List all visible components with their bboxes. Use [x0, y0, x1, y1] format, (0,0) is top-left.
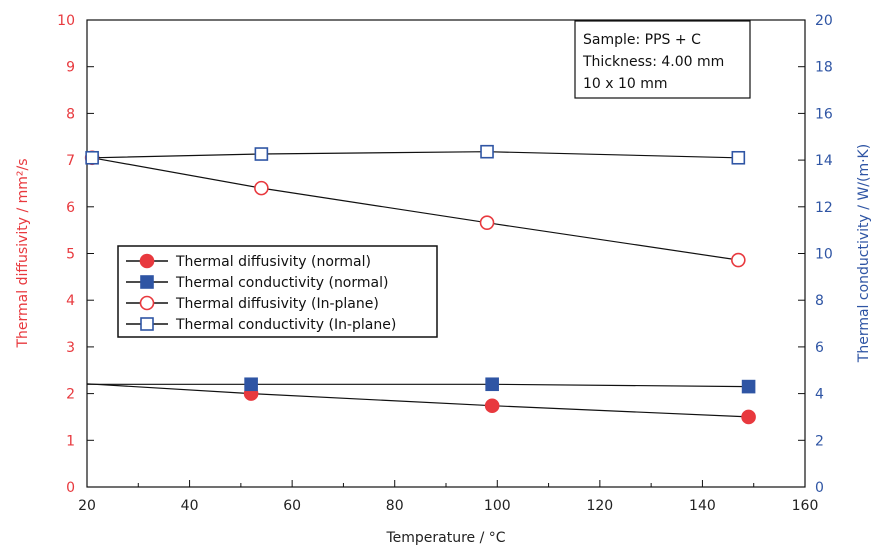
left-tick-label: 8: [66, 106, 75, 122]
x-tick-label: 100: [484, 498, 511, 514]
series-1: [87, 377, 756, 394]
right-tick-label: 4: [815, 387, 824, 403]
left-tick-label: 2: [66, 387, 75, 403]
sample-note-line: 10 x 10 mm: [583, 76, 668, 92]
series-line: [91, 157, 739, 261]
legend-label: Thermal conductivity (In-plane): [175, 317, 396, 333]
data-point: [731, 150, 746, 165]
right-tick-label: 8: [815, 293, 824, 309]
legend-label: Thermal diffusivity (normal): [175, 254, 371, 270]
x-tick-label: 80: [386, 498, 404, 514]
right-tick-label: 10: [815, 247, 833, 263]
left-tick-label: 9: [66, 60, 75, 76]
left-axis-ticks: 0 1 2 3 4 5 6 7 8 9 10: [57, 13, 94, 496]
right-tick-label: 6: [815, 340, 824, 356]
x-tick-label: 160: [792, 498, 819, 514]
left-tick-label: 0: [66, 480, 75, 496]
right-tick-label: 0: [815, 480, 824, 496]
legend-marker: [139, 253, 155, 269]
right-tick-label: 18: [815, 60, 833, 76]
data-point: [254, 147, 269, 161]
left-tick-label: 5: [66, 247, 75, 263]
x-tick-label: 120: [586, 498, 613, 514]
right-tick-label: 2: [815, 433, 824, 449]
x-tick-label: 60: [283, 498, 301, 514]
data-point: [731, 252, 746, 268]
data-point: [254, 180, 269, 196]
legend-marker: [140, 317, 154, 331]
legend-label: Thermal diffusivity (In-plane): [175, 296, 379, 312]
x-axis-label: Temperature / °C: [385, 530, 505, 546]
sample-note-box: [574, 20, 751, 99]
right-tick-label: 14: [815, 153, 833, 169]
data-point: [741, 409, 756, 425]
x-tick-label: 20: [78, 498, 96, 514]
series-line: [87, 383, 749, 388]
data-point: [484, 398, 500, 414]
data-point: [244, 377, 258, 392]
right-axis-label: Thermal conductivity / W/(m·K): [856, 144, 872, 363]
legend: Thermal diffusivity (normal) Thermal cond…: [117, 245, 438, 338]
legend-label: Thermal conductivity (normal): [175, 275, 388, 291]
right-tick-label: 12: [815, 200, 833, 216]
series-line: [92, 151, 739, 159]
data-point: [485, 377, 499, 392]
series-line: [86, 383, 749, 418]
data-point: [480, 144, 494, 159]
right-axis-ticks: 0 2 4 6 8 10 12 14 16 18 20: [798, 13, 833, 496]
left-tick-label: 1: [66, 433, 75, 449]
x-tick-label: 40: [181, 498, 199, 514]
data-point: [741, 379, 756, 394]
left-tick-label: 4: [66, 293, 75, 309]
data-point: [479, 215, 495, 230]
legend-marker: [140, 275, 154, 289]
sample-note-line: Sample: PPS + C: [583, 32, 701, 48]
series-3: [85, 144, 746, 165]
series-0: [86, 383, 756, 425]
legend-box: [117, 245, 438, 338]
left-tick-label: 10: [57, 13, 75, 29]
left-axis-label: Thermal diffusivity / mm²/s: [15, 158, 31, 348]
legend-marker: [139, 295, 155, 311]
left-tick-label: 7: [66, 153, 75, 169]
sample-note: Sample: PPS + C Thickness: 4.00 mm 10 x …: [574, 20, 751, 99]
x-tick-label: 140: [689, 498, 716, 514]
series-layer: [84, 144, 756, 425]
left-tick-label: 6: [66, 200, 75, 216]
right-tick-label: 16: [815, 106, 833, 122]
left-tick-label: 3: [66, 340, 75, 356]
x-axis-ticks: 20 40 60 80 100 120 140 160: [78, 480, 818, 514]
sample-note-line: Thickness: 4.00 mm: [582, 54, 724, 70]
right-tick-label: 20: [815, 13, 833, 29]
data-point: [85, 150, 99, 165]
